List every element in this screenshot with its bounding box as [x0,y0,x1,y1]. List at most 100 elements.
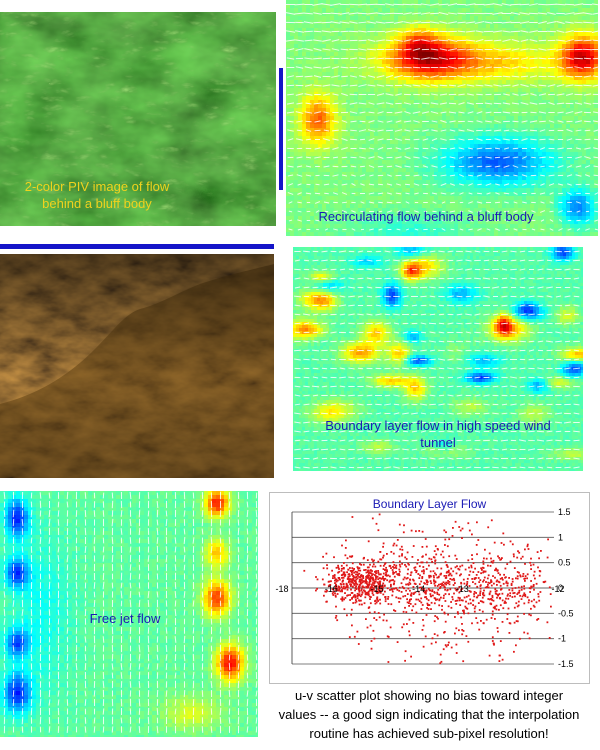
scatter-point [458,599,461,602]
scatter-point [422,566,425,568]
scatter-point [504,567,507,570]
scatter-point [436,593,439,595]
boundary-layer-image-panel [0,254,274,478]
scatter-point [361,593,363,596]
scatter-point [366,559,369,561]
scatter-point [395,544,398,547]
scatter-point [452,527,454,529]
scatter-point [346,594,348,597]
scatter-point [444,593,447,595]
scatter-point [358,585,361,588]
scatter-point [360,578,363,581]
scatter-point [462,609,464,612]
scatter-point [331,569,333,572]
scatter-point [326,567,329,570]
scatter-point [458,568,461,571]
scatter-point [431,637,434,640]
scatter-point [422,572,425,575]
scatter-point [516,605,519,608]
scatter-point [494,588,497,590]
scatter-point [398,568,401,571]
scatter-point [434,562,437,565]
scatter-point [341,599,344,602]
scatter-point [498,660,501,662]
scatter-point [493,643,495,646]
scatter-point [499,558,502,561]
scatter-point [364,580,367,583]
scatter-point [372,573,374,576]
scatter-point [369,602,372,605]
scatter-point [392,544,395,547]
scatter-point [355,599,357,601]
scatter-point [466,582,469,585]
scatter-point [373,637,376,640]
scatter-point [492,606,495,609]
scatter-point [516,577,519,580]
scatter-point [356,583,359,586]
scatter-point [538,574,541,577]
scatter-point [346,614,348,617]
scatter-point [344,575,346,577]
scatter-point [533,588,535,591]
scatter-point [494,618,496,620]
scatter-point [434,581,437,583]
scatter-point [383,613,385,616]
scatter-point [438,583,440,586]
scatter-point [363,590,366,593]
scatter-point [392,561,395,563]
scatter-point [345,583,348,586]
scatter-point [494,590,497,593]
scatter-point [500,542,503,544]
scatter-point [364,581,367,584]
scatter-point [495,593,498,595]
scatter-point [428,576,431,579]
scatter-point [328,573,330,576]
scatter-point [459,565,462,568]
x-tick-label: -16 [325,584,338,594]
scatter-point [382,582,385,585]
scatter-point [436,634,439,637]
scatter-point [406,551,409,554]
scatter-point [511,589,514,592]
scatter-point [322,555,324,558]
scatter-point [484,548,486,551]
scatter-point [374,574,376,576]
scatter-point [524,595,527,598]
scatter-point [421,577,424,580]
scatter-point [429,574,432,577]
scatter-point [448,538,451,541]
scatter-point [436,616,438,619]
scatter-point [349,599,351,601]
scatter-point [400,582,403,585]
scatter-point [515,644,517,647]
scatter-point [414,569,416,571]
scatter-point [392,573,395,575]
scatter-point [417,559,419,561]
scatter-point [487,581,490,584]
scatter-point [406,572,409,575]
scatter-point [377,582,380,585]
scatter-point [441,608,443,611]
scatter-point [447,571,450,574]
scatter-point [508,589,511,591]
scatter-point [353,635,356,638]
scatter-point [333,575,336,577]
scatter-point [425,568,428,570]
y-tick-label: 0.5 [558,558,571,568]
scatter-point [377,578,380,580]
scatter-point [368,571,371,574]
scatter-point [352,577,354,580]
scatter-point [447,613,449,616]
scatter-point [353,568,355,570]
scatter-point [450,646,453,649]
scatter-point [479,600,482,602]
scatter-point [355,600,358,603]
scatter-point [424,596,426,599]
scatter-point [392,571,394,573]
scatter-point [518,571,520,574]
scatter-point [412,579,415,582]
scatter-point [495,567,497,570]
scatter-point [340,598,343,600]
boundary-layer-panel: Boundary layer flow in high speed wind t… [293,247,583,471]
scatter-point [378,589,381,592]
